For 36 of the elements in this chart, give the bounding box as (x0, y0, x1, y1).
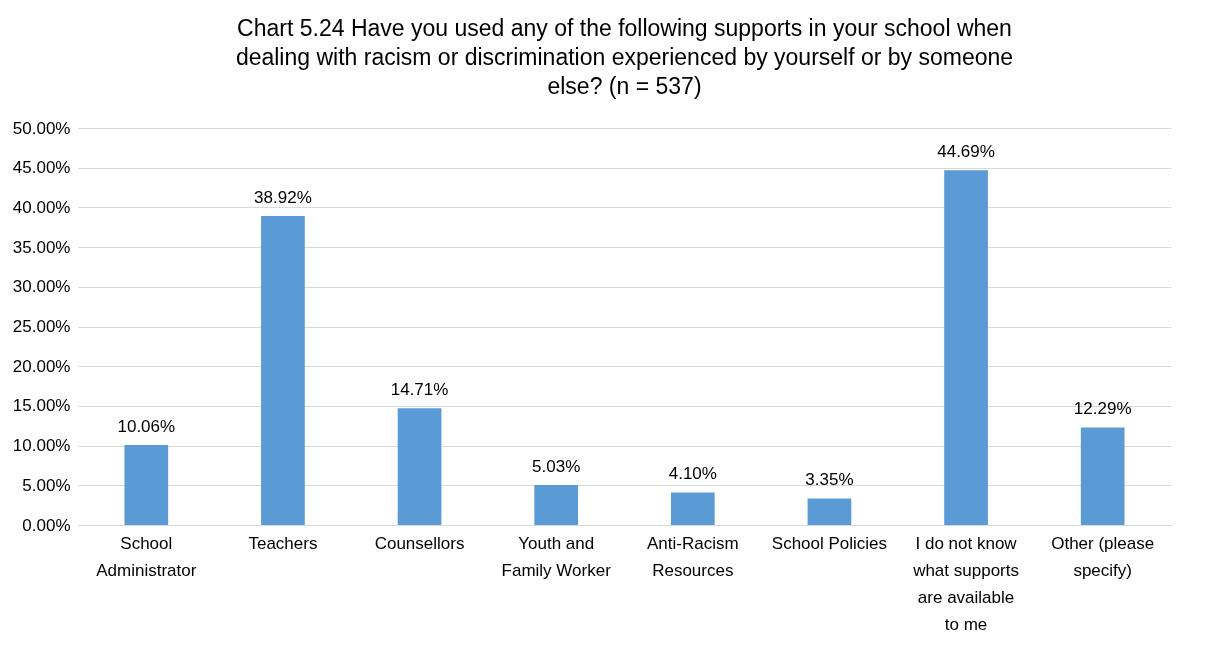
bar (534, 485, 579, 525)
y-tick-label: 25.00% (12, 317, 71, 336)
bar (670, 492, 715, 525)
y-tick-label: 0.00% (22, 515, 71, 535)
bar (1080, 427, 1125, 525)
y-tick-label: 40.00% (12, 197, 71, 217)
y-tick-label: 35.00% (12, 237, 71, 257)
bar (261, 215, 305, 525)
y-tick-label: 30.00% (12, 277, 71, 297)
data-label: 5.03% (532, 457, 581, 477)
x-tick-label: School Administrator (96, 533, 197, 580)
y-tick-label: 5.00% (22, 475, 71, 495)
data-label: 12.29% (1073, 399, 1132, 419)
data-label: 4.10% (668, 464, 717, 484)
x-tick-label: Counsellors (374, 533, 465, 553)
data-label: 10.06% (117, 417, 176, 437)
y-tick-label: 15.00% (12, 396, 71, 416)
x-tick-label: I do not know what supports are available to me (912, 533, 1019, 634)
x-tick-label: School Policies (771, 533, 888, 553)
y-tick-label: 20.00% (12, 356, 71, 376)
bar (397, 408, 442, 525)
y-tick-label: 45.00% (12, 158, 71, 178)
data-label: 3.35% (805, 470, 854, 490)
bar (124, 445, 169, 525)
y-tick-label: 50.00% (12, 118, 71, 138)
x-tick-label: Youth and Family Worker (501, 533, 612, 580)
y-tick-label: 10.00% (12, 436, 71, 456)
x-tick-label: Other (please specify) (1051, 533, 1155, 580)
data-label: 44.69% (937, 142, 995, 162)
x-tick-label: Anti-Racism Resources (647, 533, 739, 580)
chart-title: Chart 5.24 Have you used any of the following supports in your school when dealing with racism or discrimination experienced by yourself or by someone else? (n = 537) (235, 15, 1014, 99)
x-tick-label: Teachers (248, 533, 318, 553)
data-label: 38.92% (254, 187, 312, 207)
data-label: 14.71% (390, 380, 449, 400)
bar (944, 170, 988, 525)
bar (807, 498, 852, 525)
